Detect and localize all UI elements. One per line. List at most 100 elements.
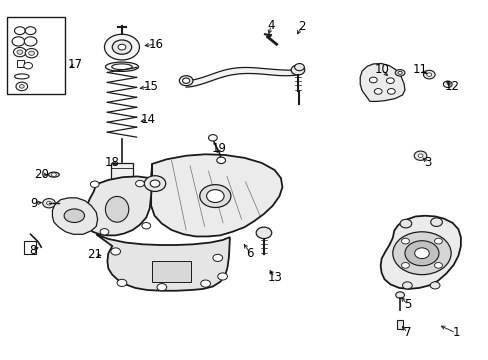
Circle shape [395, 292, 404, 298]
Circle shape [116, 201, 128, 210]
Circle shape [386, 89, 394, 94]
Ellipse shape [64, 209, 84, 222]
Circle shape [135, 180, 144, 187]
Circle shape [401, 262, 408, 268]
Circle shape [426, 73, 431, 76]
Ellipse shape [182, 78, 189, 84]
Circle shape [112, 40, 131, 54]
Circle shape [294, 64, 304, 71]
Circle shape [402, 282, 411, 289]
Text: 15: 15 [143, 80, 158, 93]
Circle shape [24, 63, 32, 69]
Circle shape [111, 248, 120, 255]
Circle shape [51, 173, 56, 176]
Text: 2: 2 [298, 20, 305, 33]
Circle shape [399, 219, 411, 228]
Bar [17, 60, 24, 67]
Circle shape [150, 180, 160, 187]
Bar [396, 320, 403, 329]
Polygon shape [151, 154, 282, 237]
Text: 10: 10 [373, 63, 388, 76]
Ellipse shape [105, 197, 128, 222]
Circle shape [25, 27, 36, 35]
Circle shape [42, 199, 55, 208]
Circle shape [144, 176, 165, 192]
Circle shape [414, 248, 428, 258]
Text: 13: 13 [266, 271, 282, 284]
Ellipse shape [397, 71, 402, 74]
Circle shape [200, 185, 230, 207]
Circle shape [369, 77, 376, 83]
Circle shape [217, 273, 227, 280]
Polygon shape [84, 164, 152, 235]
Ellipse shape [179, 76, 193, 86]
Circle shape [373, 89, 381, 94]
Circle shape [12, 37, 25, 46]
Circle shape [256, 227, 271, 239]
Circle shape [157, 284, 166, 291]
Circle shape [29, 51, 34, 55]
Circle shape [119, 203, 124, 208]
Circle shape [434, 262, 442, 268]
Text: 20: 20 [34, 168, 49, 181]
Text: 16: 16 [148, 38, 163, 51]
Circle shape [25, 49, 38, 58]
Circle shape [401, 238, 408, 244]
Circle shape [216, 157, 225, 163]
Circle shape [117, 279, 126, 287]
Circle shape [206, 190, 224, 203]
Circle shape [212, 254, 222, 261]
FancyBboxPatch shape [24, 242, 36, 253]
Circle shape [17, 50, 23, 54]
Polygon shape [360, 64, 404, 102]
Text: 18: 18 [104, 156, 120, 169]
Circle shape [429, 282, 439, 289]
Ellipse shape [105, 62, 138, 71]
Bar [7, 18, 64, 94]
Text: 14: 14 [141, 113, 155, 126]
Circle shape [430, 218, 442, 226]
Circle shape [16, 82, 28, 91]
Polygon shape [52, 198, 98, 234]
Text: 12: 12 [444, 80, 459, 93]
Text: 1: 1 [451, 327, 459, 339]
Circle shape [104, 34, 139, 60]
Circle shape [423, 70, 434, 79]
Circle shape [24, 37, 37, 46]
Circle shape [404, 241, 438, 266]
Text: 7: 7 [403, 327, 410, 339]
Circle shape [100, 229, 109, 235]
Circle shape [142, 222, 150, 229]
Circle shape [15, 27, 25, 35]
Text: 8: 8 [29, 244, 37, 257]
Text: 4: 4 [267, 19, 274, 32]
Text: 19: 19 [211, 142, 226, 155]
Text: 9: 9 [31, 197, 38, 210]
Circle shape [90, 181, 99, 188]
Circle shape [417, 154, 422, 157]
Circle shape [14, 48, 26, 57]
Ellipse shape [48, 172, 59, 177]
Circle shape [201, 280, 210, 287]
Bar [152, 261, 191, 282]
Circle shape [208, 135, 217, 141]
Ellipse shape [112, 64, 132, 69]
Circle shape [290, 65, 304, 75]
Polygon shape [96, 234, 229, 291]
Text: 3: 3 [424, 156, 431, 169]
Ellipse shape [15, 74, 29, 79]
Circle shape [443, 81, 451, 87]
Polygon shape [380, 216, 460, 289]
Circle shape [434, 238, 442, 244]
Circle shape [118, 44, 125, 50]
Text: 21: 21 [87, 248, 102, 261]
Circle shape [413, 151, 426, 160]
Circle shape [392, 232, 450, 275]
Circle shape [386, 78, 393, 84]
Circle shape [46, 202, 51, 205]
Text: 11: 11 [412, 63, 427, 76]
Text: 5: 5 [403, 298, 410, 311]
Text: 6: 6 [246, 247, 254, 260]
Circle shape [20, 85, 24, 88]
Bar [111, 163, 132, 202]
